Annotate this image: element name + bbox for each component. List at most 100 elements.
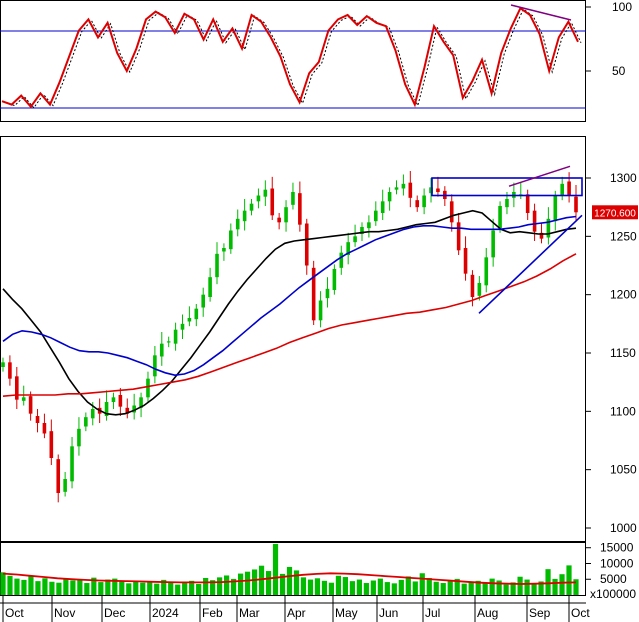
candle-body	[111, 397, 116, 402]
candle-body	[470, 274, 475, 297]
volume-bar	[265, 571, 272, 595]
candle-body	[90, 409, 95, 419]
volume-bar	[286, 566, 293, 595]
volume-bar	[224, 575, 230, 595]
x-axis-label: Aug	[477, 606, 498, 620]
volume-bar	[566, 565, 572, 595]
x-axis-label: Mar	[239, 606, 260, 620]
volume-bar	[391, 583, 397, 595]
x-axis-label: Apr	[287, 606, 306, 620]
x-axis-label: Jun	[379, 606, 398, 620]
x-axis-label: Oct	[5, 606, 24, 620]
volume-bar	[419, 573, 425, 595]
candle-body	[346, 242, 350, 255]
candle-body	[84, 417, 88, 427]
candle-body	[35, 416, 40, 423]
candle-body	[256, 195, 261, 202]
volume-bar	[524, 579, 530, 595]
candle-body	[125, 407, 130, 414]
candle-body	[194, 308, 199, 320]
moving-average-line	[2, 209, 577, 416]
x-axis-label: Sep	[529, 606, 551, 620]
moving-average-line	[2, 253, 577, 397]
candle-body	[229, 230, 233, 250]
volume-bar	[147, 581, 153, 595]
volume-bar	[28, 576, 34, 595]
candle-body	[222, 248, 226, 252]
moving-average-line	[2, 215, 577, 377]
volume-bar	[272, 543, 279, 595]
volume-bar	[98, 582, 104, 595]
volume-bar	[496, 580, 502, 595]
candle-body	[449, 201, 454, 223]
volume-bar	[314, 578, 321, 595]
volume-bar	[63, 578, 69, 595]
candle-body	[153, 355, 157, 377]
price-tick-label: 1050	[610, 463, 637, 477]
oscillator-line	[1, 6, 579, 109]
volume-bar	[482, 582, 488, 595]
candle-body	[304, 223, 309, 266]
oscillator-layer: 100 50	[0, 0, 632, 109]
volume-bar	[531, 583, 537, 595]
candle-body	[539, 232, 544, 239]
candle-body	[249, 203, 254, 211]
volume-bar	[412, 581, 418, 595]
candle-body	[56, 459, 61, 493]
volume-bar	[307, 579, 314, 595]
volume-bar	[35, 581, 41, 595]
candle-body	[574, 196, 578, 213]
candle-body	[298, 193, 302, 225]
candle-body	[270, 188, 275, 216]
volume-bar	[91, 577, 97, 595]
oscillator-panel	[0, 0, 586, 122]
price-tick-label: 1000	[610, 521, 637, 535]
x-axis-label: 2024	[152, 606, 179, 620]
candle-body	[263, 189, 268, 197]
volume-bar	[328, 582, 335, 595]
candle-body	[429, 187, 433, 194]
candle-body	[104, 402, 109, 416]
candle-body	[28, 396, 33, 414]
x-axis-label: May	[335, 606, 358, 620]
volume-bar	[14, 578, 20, 595]
candle-body	[532, 210, 537, 232]
volume-bar	[105, 579, 111, 595]
candle-body	[70, 446, 74, 482]
candle-body	[387, 192, 392, 202]
volume-bar	[161, 579, 167, 595]
candle-body	[201, 294, 206, 308]
candle-body	[166, 341, 171, 343]
candle-body	[63, 479, 67, 492]
volume-bar	[510, 582, 516, 595]
volume-bar	[503, 584, 509, 595]
volume-bar	[447, 580, 453, 595]
volume-bar	[244, 571, 251, 595]
volume-bar	[433, 581, 439, 595]
candle-body	[139, 397, 143, 408]
candle-body	[415, 200, 420, 208]
candle-body	[21, 397, 26, 401]
candle-body	[208, 277, 212, 297]
candle-body	[525, 194, 530, 213]
candle-body	[187, 318, 192, 322]
volume-bar	[321, 580, 328, 595]
volume-bar	[370, 580, 376, 595]
volume-bar	[356, 579, 362, 595]
volume-tick-label: 10000	[600, 556, 634, 570]
volume-bar	[335, 575, 342, 595]
candle-body	[456, 222, 461, 251]
price-tick-label: 1250	[610, 229, 637, 243]
candle-body	[498, 206, 502, 229]
volume-bar	[489, 578, 495, 595]
volume-bar	[461, 583, 467, 595]
volume-bar	[56, 582, 62, 595]
volume-bar	[377, 578, 383, 595]
candle-body	[215, 253, 219, 278]
candle-body	[394, 187, 399, 190]
x-axis-label: Feb	[202, 606, 223, 620]
volume-bar	[342, 577, 349, 595]
volume-bar	[126, 583, 132, 595]
candle-body	[360, 227, 364, 234]
oscillator-tick-label: 50	[612, 64, 626, 78]
